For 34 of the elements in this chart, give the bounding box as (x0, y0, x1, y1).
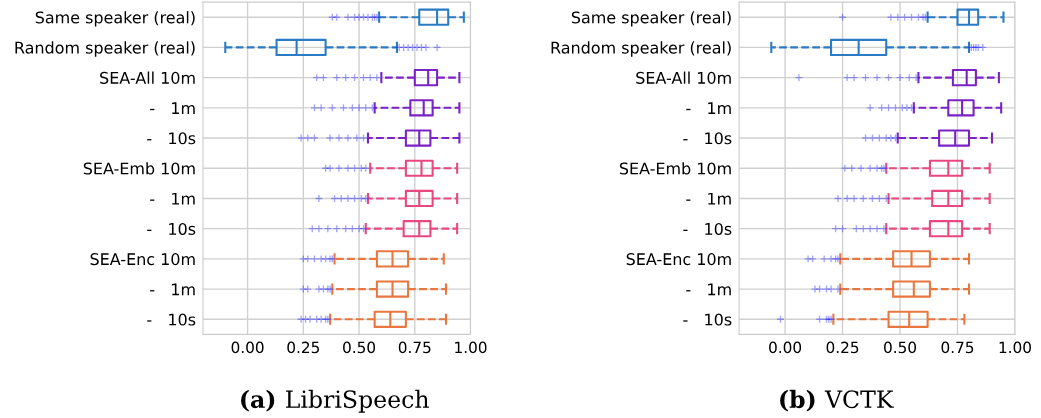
y-tick-label: Same speaker (real) (571, 11, 731, 27)
y-tick-label: SEA-Enc 10m (626, 253, 731, 266)
x-tick-label: 0.00 (231, 341, 264, 354)
y-tick-label: Same speaker (real) (35, 11, 195, 27)
y-tick-label: Random speaker (real) (15, 41, 195, 57)
y-tick-label: Random speaker (real) (551, 41, 731, 57)
y-tick-label: - 10s (683, 132, 732, 145)
x-tick-label: 0.50 (343, 341, 376, 354)
y-tick-label: - 1m (150, 192, 195, 205)
y-tick-label: - 10s (147, 222, 196, 235)
y-tick-label: SEA-All 10m (100, 71, 195, 84)
y-tick-label: - 10s (683, 222, 732, 235)
y-tick-label: - 10s (683, 313, 732, 326)
y-tick-label: - 1m (686, 102, 731, 114)
y-tick-label: - 10s (147, 132, 196, 145)
y-tick-label: - 1m (150, 102, 195, 114)
x-tick-label: 0.00 (769, 341, 802, 354)
y-tick-label: SEA-All 10m (636, 71, 731, 84)
x-tick-label: 0.25 (826, 341, 859, 354)
y-tick-label: SEA-Emb 10m (83, 162, 195, 175)
y-tick-label: - 1m (686, 192, 731, 205)
x-tick-label: 1.00 (999, 341, 1031, 354)
text: (b) VCTK (780, 389, 894, 412)
text: (a) LibriSpeech (241, 389, 429, 413)
y-tick-label: - 10s (147, 313, 196, 326)
x-tick-label: 0.75 (941, 341, 974, 354)
x-tick-label: 0.75 (398, 341, 431, 354)
x-tick-label: 1.00 (455, 341, 487, 354)
y-tick-label: - 1m (686, 283, 731, 296)
x-tick-label: 0.25 (287, 341, 319, 354)
y-tick-label: SEA-Emb 10m (619, 162, 731, 175)
y-tick-label: - 1m (150, 283, 195, 296)
y-tick-label: SEA-Enc 10m (90, 253, 195, 266)
x-tick-label: 0.50 (884, 341, 917, 354)
